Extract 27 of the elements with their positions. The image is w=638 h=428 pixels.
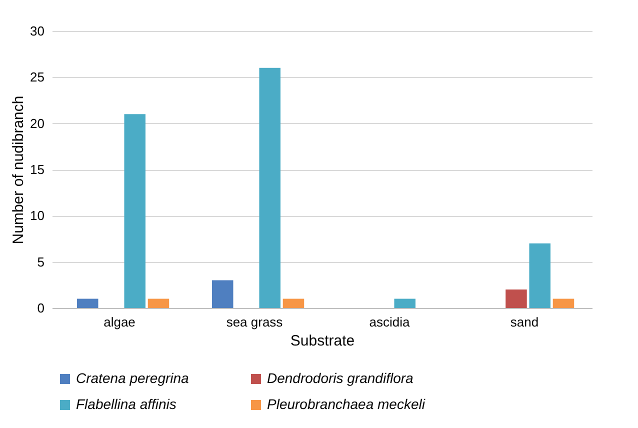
y-tick-label: 30 (30, 24, 44, 38)
bar (529, 243, 550, 308)
y-tick-label: 5 (37, 254, 44, 270)
bar (124, 114, 146, 308)
x-axis-title: Substrate (290, 332, 355, 350)
bar (259, 68, 280, 308)
bar (282, 298, 304, 308)
bar (506, 290, 527, 308)
bar (552, 298, 574, 308)
legend-label: Dendrodoris grandiflora (267, 370, 414, 386)
y-tick-label: 20 (30, 116, 44, 131)
y-tick-label: 25 (30, 70, 44, 85)
legend-label: Pleurobranchaea meckeli (267, 396, 426, 412)
y-tick-label: 0 (37, 300, 44, 316)
bar (394, 298, 416, 308)
x-tick-label: ascidia (369, 314, 410, 330)
legend-label: Flabellina affinis (76, 396, 176, 412)
x-tick-label: algae (104, 314, 136, 330)
bar (148, 298, 170, 308)
x-tick-label: sea grass (226, 314, 284, 330)
bar (76, 298, 98, 308)
y-axis-title: Number of nudibranch (10, 96, 28, 244)
y-tick-label: 15 (30, 162, 44, 177)
legend-label: Cratena peregrina (76, 370, 190, 386)
y-tick-label: 10 (30, 208, 44, 224)
bar (212, 280, 234, 308)
x-tick-label: sand (510, 314, 539, 330)
